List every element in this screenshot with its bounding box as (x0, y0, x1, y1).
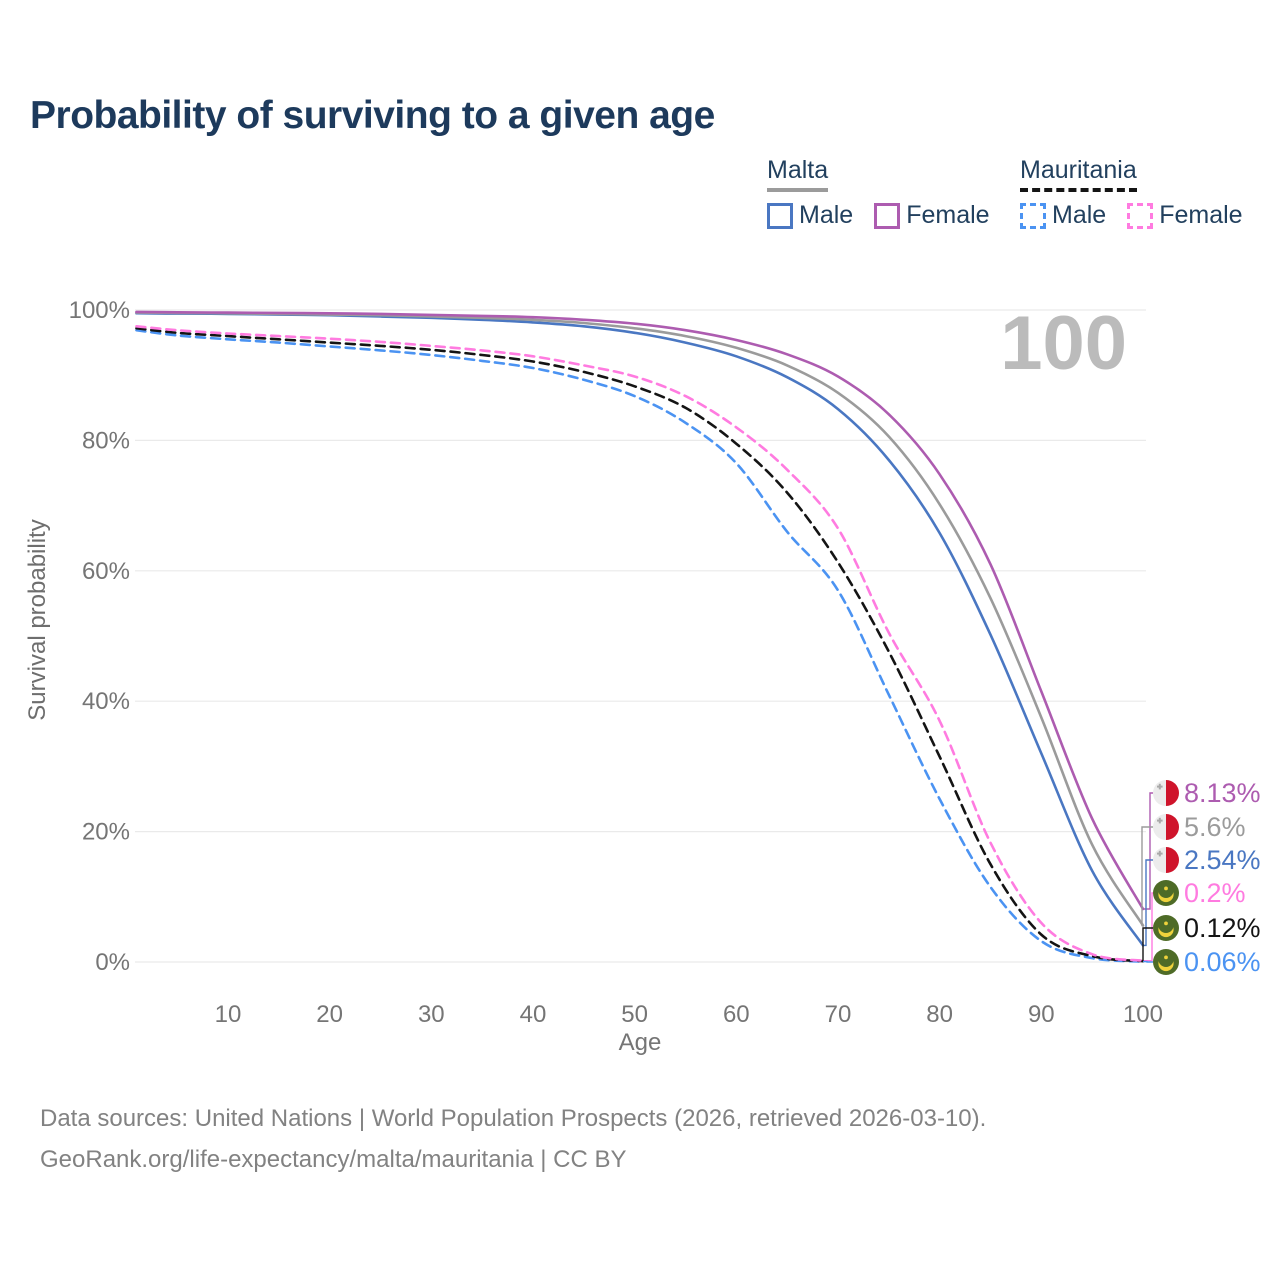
series-line-mauritania-female (135, 325, 1145, 962)
y-tick-label: 40% (82, 688, 130, 715)
page-title: Probability of surviving to a given age (30, 94, 715, 137)
legend-group-malta: Malta Male Female (767, 156, 990, 230)
end-value-label-malta-total: 5.6% (1184, 812, 1246, 842)
y-tick-label: 60% (82, 558, 130, 585)
mauritania-male-swatch-icon (1020, 202, 1046, 229)
x-tick-label: 100 (1123, 1001, 1163, 1028)
legend-items-malta: Male Female (767, 201, 990, 230)
series-line-mauritania-total (135, 326, 1145, 963)
x-axis-title: Age (619, 1029, 662, 1056)
data-sources-line: Data sources: United Nations | World Pop… (40, 1105, 987, 1132)
y-tick-label: 0% (95, 949, 130, 976)
malta-flag-icon (1153, 847, 1179, 873)
x-tick-label: 90 (1028, 1001, 1055, 1028)
y-axis-title: Survival probability (24, 519, 51, 720)
x-tick-label: 80 (926, 1001, 953, 1028)
legend-label: Female (1159, 201, 1243, 229)
y-tick-label: 80% (82, 427, 130, 454)
attribution-line: GeoRank.org/life-expectancy/malta/maurit… (40, 1146, 627, 1173)
legend-item-mauritania-male: Male (1020, 201, 1106, 230)
malta-male-swatch-icon (767, 202, 793, 229)
x-tick-label: 30 (418, 1001, 445, 1028)
series-line-malta-female (135, 310, 1145, 911)
legend-title-mauritania: Mauritania (1020, 156, 1137, 192)
end-value-label-mauritania-total: 0.12% (1184, 913, 1261, 943)
x-tick-label: 20 (316, 1001, 343, 1028)
legend-label: Male (799, 201, 854, 229)
mauritania-female-swatch-icon (1127, 202, 1154, 229)
malta-flag-icon (1153, 780, 1179, 806)
x-tick-label: 40 (520, 1001, 547, 1028)
end-label-connector (1143, 859, 1153, 947)
mauritania-flag-icon (1153, 915, 1179, 941)
end-label-connector (1142, 927, 1153, 962)
legend-group-mauritania: Mauritania Male Female (1020, 156, 1243, 230)
legend-items-mauritania: Male Female (1020, 201, 1243, 230)
end-value-label-mauritania-female: 0.2% (1184, 878, 1246, 908)
series-line-mauritania-male (135, 328, 1145, 963)
mauritania-flag-icon (1153, 949, 1179, 975)
footer: Data sources: United Nations | World Pop… (40, 1098, 986, 1180)
y-tick-label: 100% (69, 297, 130, 324)
legend-title-malta: Malta (767, 156, 829, 192)
mauritania-flag-icon (1153, 880, 1179, 906)
end-label-connector (1141, 826, 1153, 927)
end-value-label-mauritania-male: 0.06% (1184, 947, 1261, 977)
x-tick-label: 10 (215, 1001, 242, 1028)
series-line-malta-total (135, 311, 1145, 927)
series-line-malta-male (135, 311, 1145, 947)
legend-label: Male (1052, 201, 1107, 229)
end-label-connector (1143, 892, 1153, 962)
legend-label: Female (906, 201, 990, 229)
end-value-label-malta-male: 2.54% (1184, 845, 1261, 875)
age-100-watermark: 100 (1000, 301, 1127, 386)
legend-item-malta-male: Male (767, 201, 853, 230)
malta-female-swatch-icon (874, 202, 901, 229)
y-tick-label: 20% (82, 819, 130, 846)
malta-flag-icon (1153, 814, 1179, 840)
legend-item-mauritania-female: Female (1127, 201, 1243, 230)
x-tick-label: 50 (621, 1001, 648, 1028)
legend-item-malta-female: Female (874, 201, 990, 230)
x-tick-label: 70 (825, 1001, 852, 1028)
end-label-connector (1143, 792, 1153, 910)
end-value-label-malta-female: 8.13% (1184, 778, 1261, 808)
x-tick-label: 60 (723, 1001, 750, 1028)
